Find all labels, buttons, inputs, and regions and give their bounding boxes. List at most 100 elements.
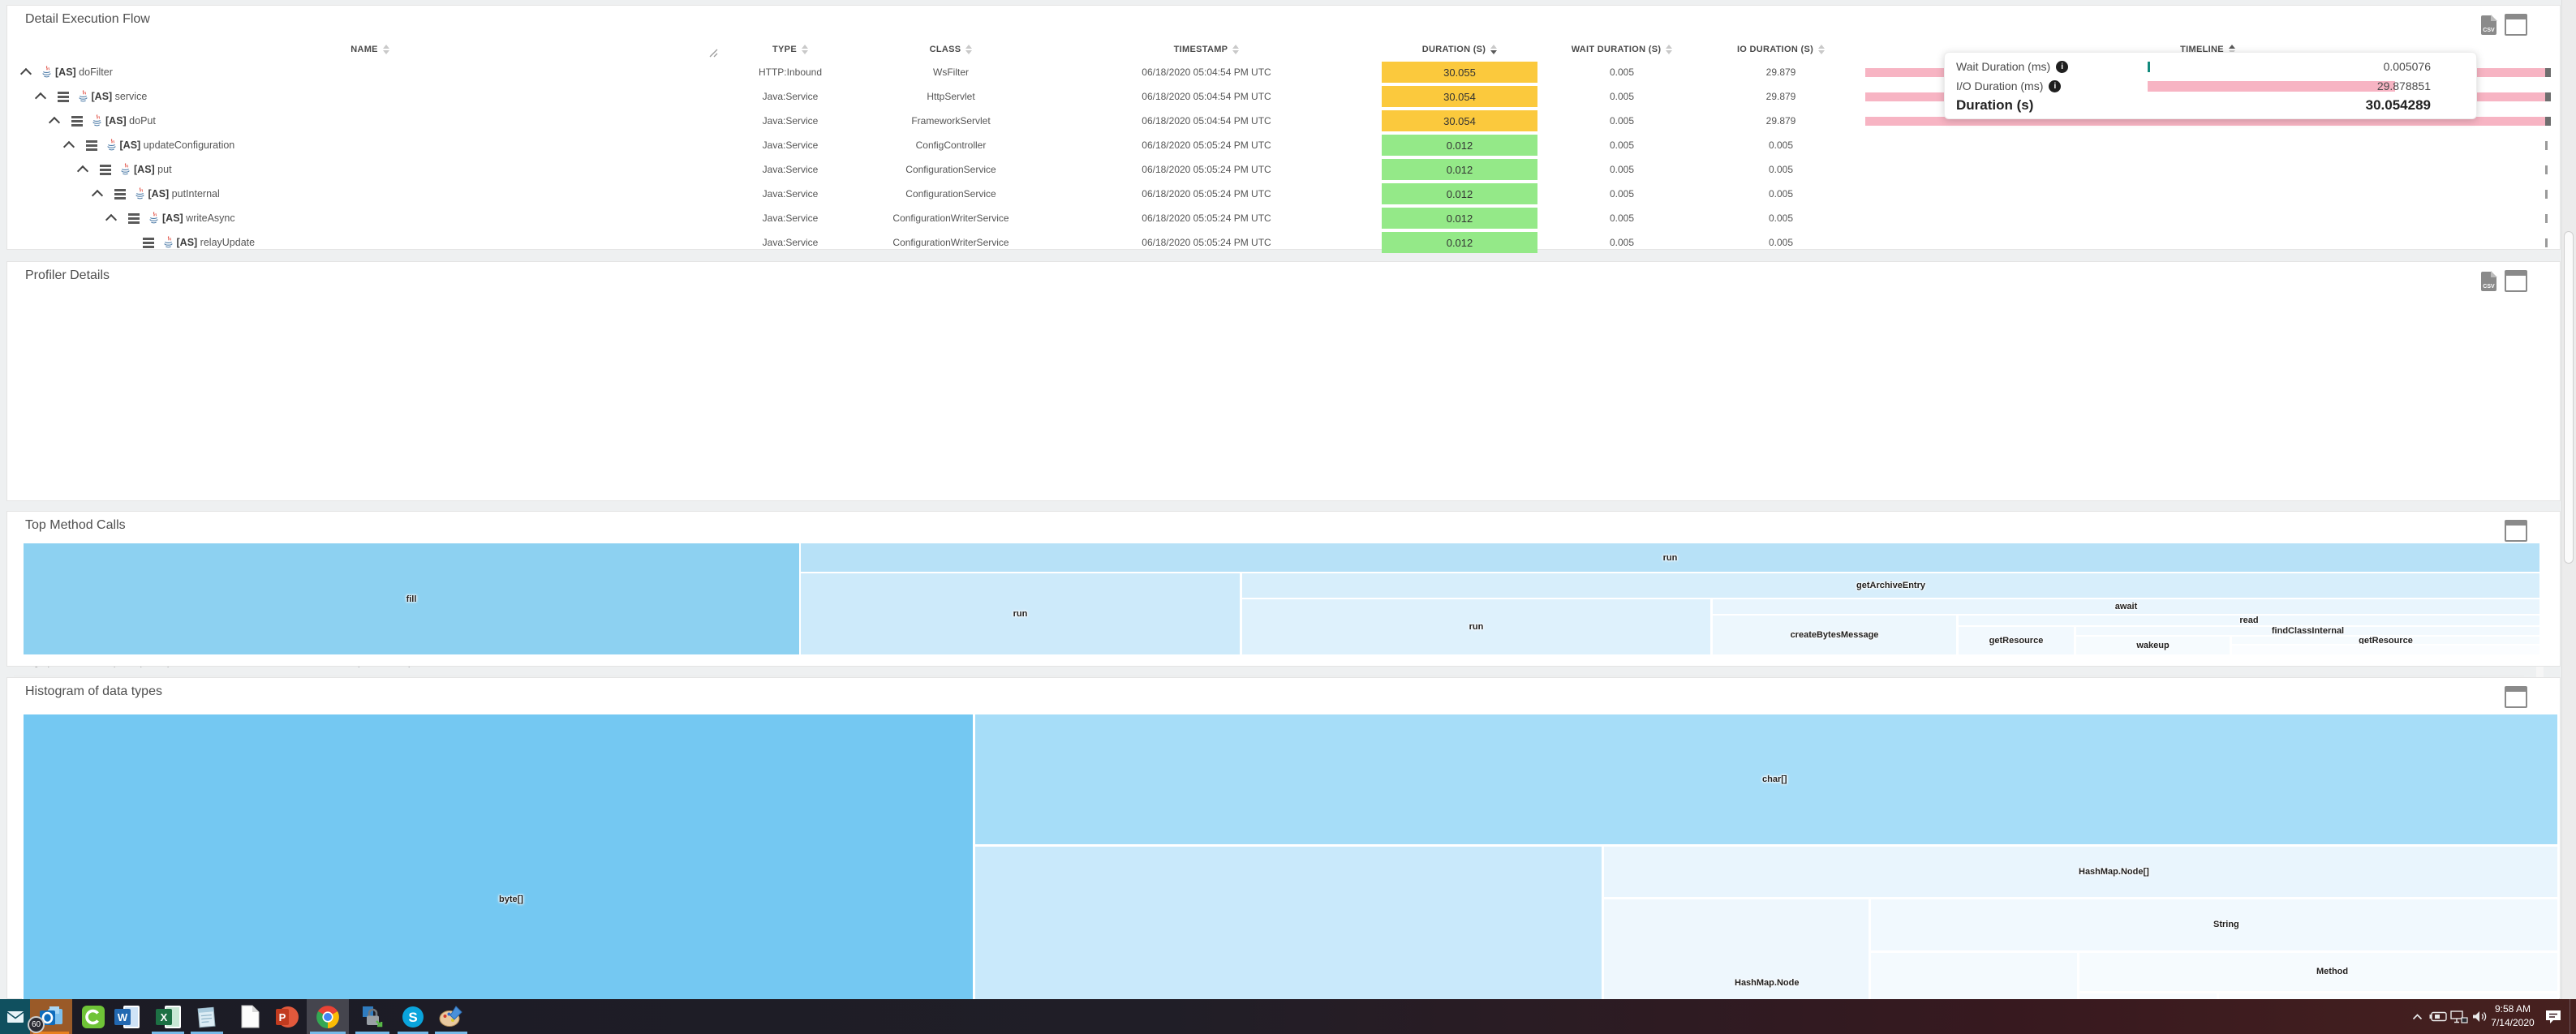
tooltip-value: 30.054289 [2365, 97, 2431, 113]
collapse-chevron-icon[interactable] [62, 140, 75, 153]
csv-export-icon[interactable]: CSV [2481, 270, 2497, 291]
collapse-chevron-icon[interactable] [76, 165, 89, 178]
show-desktop-button[interactable] [2570, 999, 2576, 1034]
flame-frame-await[interactable]: await [1711, 598, 2541, 616]
flow-column-header-io-duration-s-[interactable]: IO DURATION (S) [1659, 45, 1903, 54]
treemap-hashmapnode[interactable]: HashMap.Node[] [1602, 845, 2559, 899]
flame-frame-fill[interactable]: fill [22, 542, 801, 656]
type-cell: Java:Service [762, 164, 819, 175]
flow-column-header-type[interactable]: TYPE [669, 45, 912, 54]
flow-tree-row[interactable]: [AS] putInternal Java:Service Configuratio… [7, 182, 2548, 206]
node-name: [AS] put [134, 164, 172, 175]
window-icon[interactable] [2505, 520, 2527, 542]
svg-text:P: P [278, 1011, 286, 1023]
flow-column-header-name[interactable]: NAME [248, 45, 492, 54]
flow-tree-row[interactable]: [AS] relayUpdate Java:Service Configuratio… [7, 230, 2548, 255]
panel-title-histogram: Histogram of data types [25, 684, 162, 698]
flame-frame-cell[interactable] [2230, 644, 2541, 656]
treemap-cell[interactable] [974, 845, 1603, 1001]
info-icon[interactable]: i [2049, 79, 2062, 92]
row-menu-icon[interactable] [57, 92, 69, 104]
tray-battery-icon[interactable] [2428, 999, 2449, 1034]
treemap-cell[interactable] [2217, 992, 2559, 1001]
taskbar-mail-icon[interactable] [0, 999, 30, 1034]
treemap-string[interactable]: String [1869, 898, 2559, 952]
flame-frame-read[interactable]: read [1957, 614, 2541, 627]
tooltip-label: I/O Duration (ms) [1956, 79, 2044, 92]
java-icon [106, 139, 117, 156]
taskbar-notepad-icon[interactable] [187, 999, 226, 1034]
collapse-chevron-icon[interactable] [34, 92, 46, 105]
node-name: [AS] doPut [105, 115, 156, 127]
tray-chevron-up-icon[interactable] [2406, 999, 2428, 1034]
flame-frame-findclassinternal[interactable]: findClassInternal [2075, 625, 2541, 637]
treemap-cell[interactable] [1869, 951, 2079, 1001]
taskbar-paint-icon[interactable] [432, 999, 471, 1034]
window-icon[interactable] [2505, 270, 2527, 292]
collapse-chevron-icon[interactable] [91, 189, 103, 202]
tray-network-icon[interactable] [2449, 999, 2470, 1034]
flame-frame-wakeup[interactable]: wakeup [2075, 635, 2231, 656]
page-scrollbar[interactable] [2561, 0, 2576, 999]
flame-frame-getarchiveentry[interactable]: getArchiveEntry [1241, 572, 2541, 599]
node-name: [AS] doFilter [55, 67, 113, 78]
document-icon [241, 1005, 260, 1028]
info-icon[interactable]: i [2056, 60, 2069, 73]
flow-column-header-timestamp[interactable]: TIMESTAMP [1085, 45, 1328, 54]
treemap-hashmapnode[interactable]: HashMap.Node [1602, 898, 1870, 1001]
sort-arrows-icon [801, 45, 808, 54]
row-menu-icon[interactable] [85, 140, 97, 152]
treemap-char[interactable]: char[] [974, 713, 2559, 846]
treemap-cell[interactable] [2078, 992, 2218, 1001]
timeline-tick [2545, 165, 2548, 174]
timestamp-cell: 06/18/2020 05:05:24 PM UTC [1142, 237, 1271, 248]
collapse-chevron-icon[interactable] [105, 213, 118, 226]
flame-frame-run[interactable]: run [799, 572, 1241, 656]
taskbar-word-icon[interactable]: W [108, 999, 145, 1034]
svg-text:S: S [408, 1010, 417, 1025]
flow-column-header-class[interactable]: CLASS [829, 45, 1073, 54]
flame-frame-run[interactable]: run [1241, 598, 1712, 656]
flow-tree-row[interactable]: [AS] writeAsync Java:Service Configuration… [7, 206, 2548, 230]
flow-tree-row[interactable]: [AS] doPut Java:Service FrameworkServlet 06… [7, 109, 2551, 133]
paint-icon [439, 1006, 463, 1028]
taskbar-document-icon[interactable] [232, 999, 268, 1034]
taskbar-skype-icon[interactable]: S [394, 999, 432, 1034]
window-icon[interactable] [2505, 14, 2527, 36]
taskbar-excel-icon[interactable]: X [148, 999, 187, 1034]
scrollbar-thumb[interactable] [2564, 231, 2574, 564]
flame-frame-createbytesmessage[interactable]: createBytesMessage [1711, 614, 1958, 656]
collapse-chevron-icon[interactable] [19, 67, 32, 80]
flow-column-header-wait-duration-s-[interactable]: WAIT DURATION (S) [1500, 45, 1744, 54]
row-menu-icon[interactable] [71, 116, 83, 128]
flame-frame-run[interactable]: run [799, 542, 2541, 573]
treemap-byte[interactable]: byte[] [22, 713, 974, 1001]
window-icon[interactable] [2505, 686, 2527, 708]
flame-frame-getresource[interactable]: getResource [2230, 635, 2541, 646]
cell-label: HashMap.Node[] [2079, 867, 2149, 877]
column-resize-grip-icon[interactable] [708, 48, 718, 58]
treemap-method[interactable]: Method [2078, 951, 2559, 993]
flow-column-header-duration-s-[interactable]: DURATION (S) [1338, 45, 1581, 54]
taskbar-powerpoint-icon[interactable]: P [268, 999, 307, 1034]
row-menu-icon[interactable] [100, 165, 111, 177]
taskbar-clock[interactable]: 9:58 AM 7/14/2020 [2486, 1002, 2539, 1030]
tray-action-center-icon[interactable] [2543, 999, 2564, 1034]
row-menu-icon[interactable] [114, 189, 126, 201]
flow-tree-row[interactable]: [AS] updateConfiguration Java:Service Conf… [7, 133, 2548, 157]
tray-volume-icon[interactable] [2470, 999, 2491, 1034]
class-cell: ConfigurationWriterService [892, 237, 1009, 248]
taskbar-camtasia-icon[interactable] [75, 999, 111, 1034]
taskbar-lock-icon[interactable] [352, 999, 393, 1034]
collapse-chevron-icon[interactable] [48, 116, 61, 129]
flow-tree-row[interactable]: [AS] put Java:Service ConfigurationService… [7, 157, 2548, 182]
flame-frame-getresource[interactable]: getResource [1957, 625, 2075, 656]
timestamp-cell: 06/18/2020 05:04:54 PM UTC [1142, 115, 1271, 127]
row-menu-icon[interactable] [128, 213, 140, 225]
cell-label: getResource [1989, 636, 2044, 646]
cell-label: HashMap.Node [1735, 978, 1800, 988]
csv-export-icon[interactable]: CSV [2481, 14, 2497, 35]
taskbar-chrome-icon[interactable] [307, 999, 349, 1034]
sort-arrows-icon [1818, 45, 1826, 54]
row-menu-icon[interactable] [142, 238, 154, 250]
